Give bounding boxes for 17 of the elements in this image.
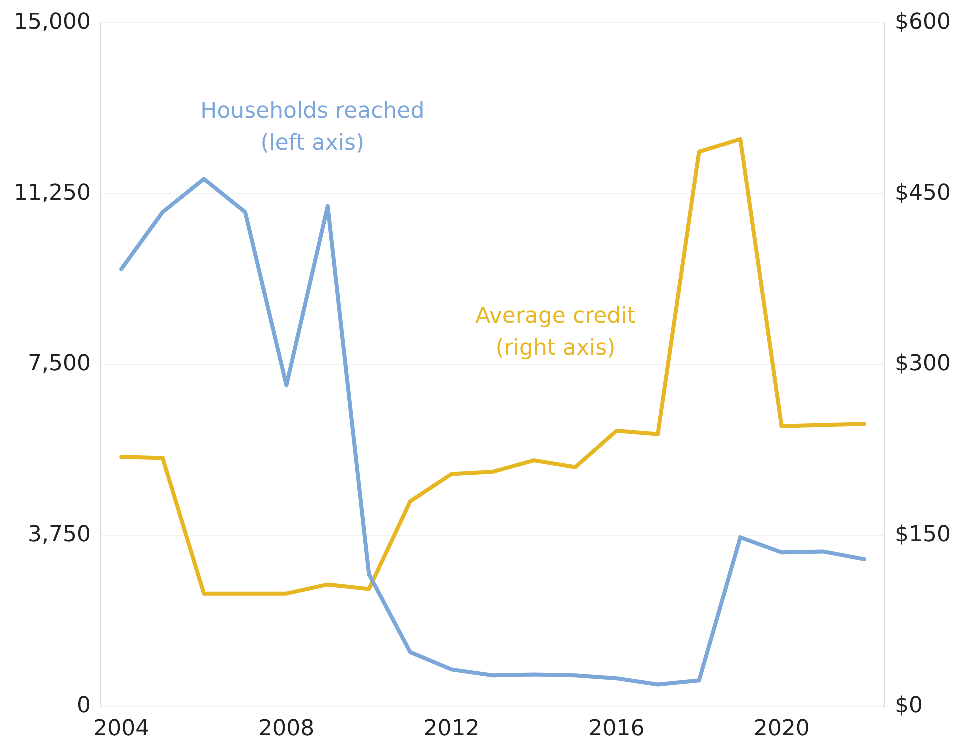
series-label: Households reached (left axis) [200, 98, 425, 156]
y2-tick-label: $150 [895, 522, 952, 548]
y-tick-label: 7,500 [28, 352, 91, 377]
x-tick-label: 2012 [424, 716, 480, 742]
series-label: Average credit (right axis) [476, 304, 636, 361]
y-tick-label: 15,000 [14, 10, 91, 35]
y2-tick-label: $300 [895, 352, 952, 377]
y-tick-label: 3,750 [28, 522, 91, 548]
x-tick-label: 2008 [258, 716, 315, 742]
y2-tick-label: $600 [895, 10, 952, 35]
y-tick-label: 11,250 [14, 180, 91, 206]
y-tick-label: 0 [76, 693, 91, 718]
y2-tick-label: $0 [895, 693, 924, 718]
x-tick-label: 2016 [588, 716, 645, 742]
y2-tick-label: $450 [895, 180, 952, 206]
x-tick-label: 2004 [94, 716, 150, 742]
x-tick-label: 2020 [754, 716, 810, 742]
